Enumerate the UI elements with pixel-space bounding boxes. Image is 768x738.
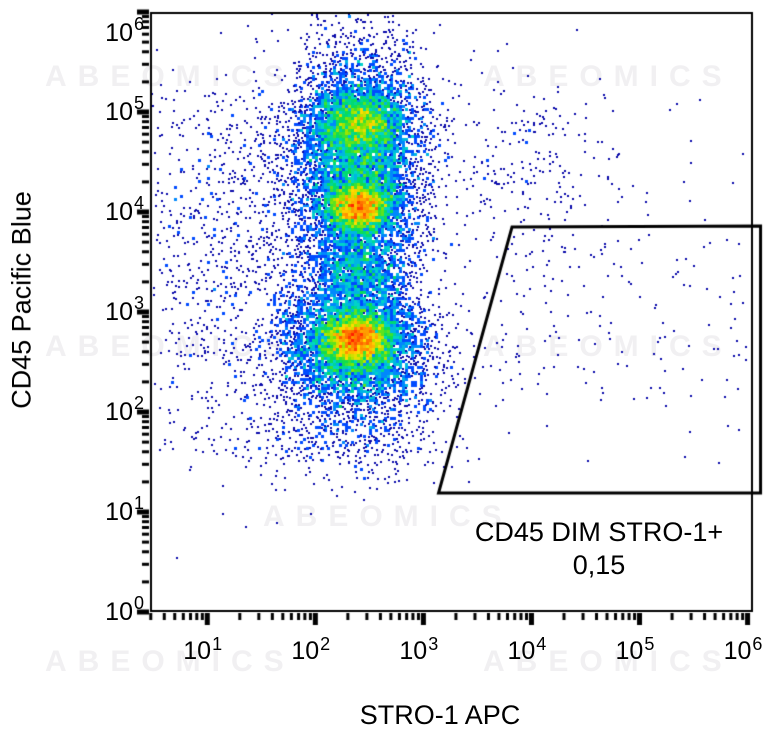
x-tick-label-10e6: 106 [723,634,763,665]
x-tick-label-10e2: 102 [291,634,331,665]
y-axis-title: CD45 Pacific Blue [6,191,37,409]
x-tick-label-10e5: 105 [615,634,655,665]
x-tick-label-10e4: 104 [507,634,547,665]
gate-label: CD45 DIM STRO-1+ 0,15 [438,516,760,582]
x-tick-label-10e1: 101 [183,634,223,665]
x-axis-title: STRO-1 APC [359,700,521,730]
y-tick-label-10e1: 10 1 [105,492,144,526]
y-tick-label-10e3: 10 3 [105,292,144,326]
y-tick-label-10e2: 10 2 [105,392,144,426]
y-tick-label-10e0: 10 0 [105,592,144,626]
y-tick-label-10e5: 10 5 [105,92,144,126]
x-tick-label-10e3: 103 [399,634,439,665]
y-tick-label-10e6: 10 6 [105,13,144,47]
gate-name: CD45 DIM STRO-1+ [474,517,724,547]
y-tick-label-10e4: 10 4 [105,192,144,226]
gate-percentage: 0,15 [572,550,626,580]
